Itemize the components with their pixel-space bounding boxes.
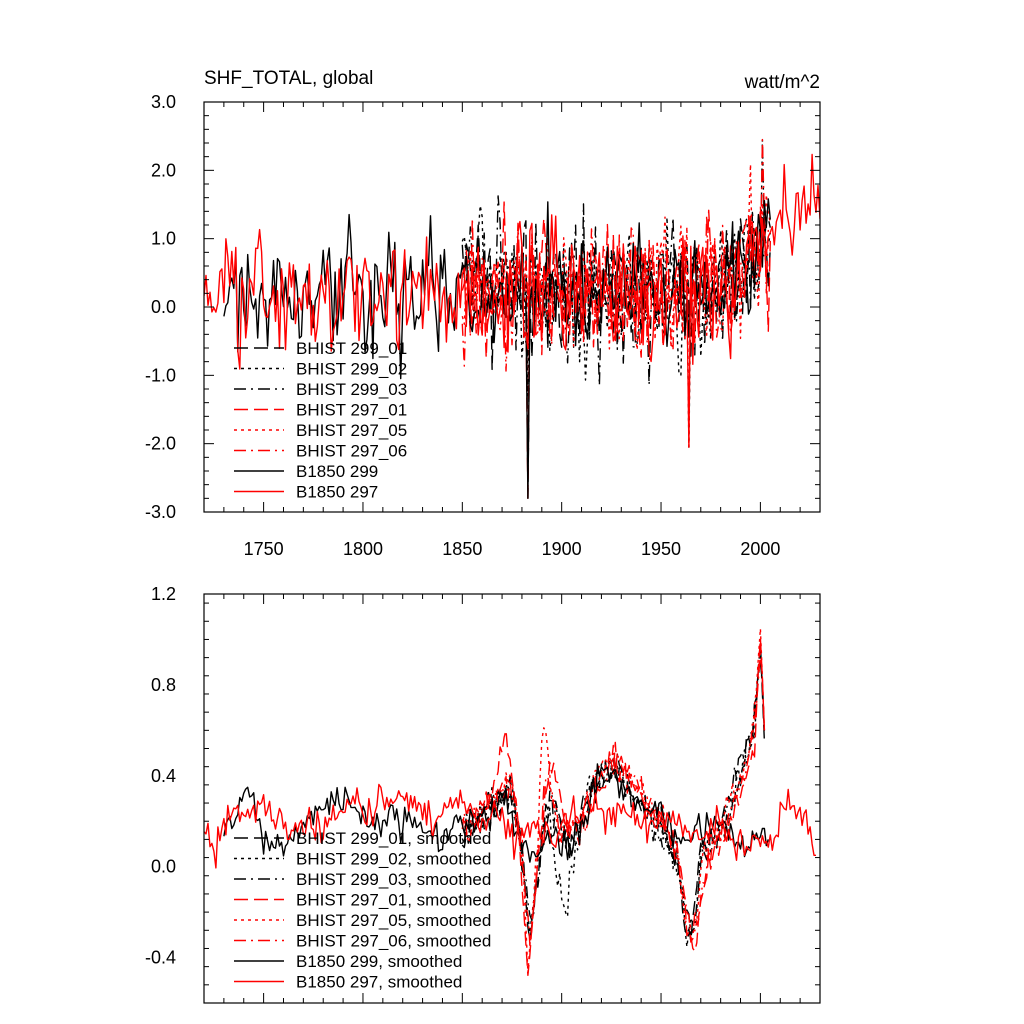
bottom-panel-axes: -0.4 0.0 0.4 0.8 1.2 bbox=[145, 584, 821, 1004]
top-panel-title: SHF_TOTAL, global bbox=[204, 68, 373, 89]
legend-label: B1850 297 bbox=[296, 483, 378, 502]
legend-entry: BHIST 297_06 bbox=[234, 442, 407, 461]
bottom-panel-series bbox=[204, 627, 816, 976]
y-tick-label: 0.0 bbox=[151, 297, 176, 317]
legend-entry: BHIST 299_02, smoothed bbox=[234, 850, 491, 869]
legend-label: B1850 297, smoothed bbox=[296, 973, 462, 992]
legend-entry: BHIST 297_05 bbox=[234, 421, 407, 440]
legend-label: BHIST 299_02, smoothed bbox=[296, 850, 491, 869]
legend-label: BHIST 299_01, smoothed bbox=[296, 829, 491, 848]
y-tick-label: 0.0 bbox=[151, 857, 176, 877]
legend-label: BHIST 297_05, smoothed bbox=[296, 911, 491, 930]
series-line-bhist-299-02 bbox=[461, 204, 771, 448]
legend-label: BHIST 299_01 bbox=[296, 339, 407, 358]
legend-label: BHIST 299_03 bbox=[296, 380, 407, 399]
legend-label: B1850 299 bbox=[296, 462, 378, 481]
series-line-bhist-297-05-smoothed bbox=[461, 627, 766, 974]
y-tick-label: 0.4 bbox=[151, 766, 176, 786]
legend-label: BHIST 297_06 bbox=[296, 442, 407, 461]
legend-entry: BHIST 299_03, smoothed bbox=[234, 870, 491, 889]
series-line-b1850-297 bbox=[204, 153, 820, 448]
x-tick-label: 1800 bbox=[343, 539, 383, 559]
plot-frame bbox=[203, 593, 821, 1004]
top-panel-axes: 1750 1800 1850 1900 1950 2000 -3.0 -2.0 -1.0 0.0 1… bbox=[145, 92, 821, 559]
y-tick-label: -3.0 bbox=[145, 502, 176, 522]
legend-entry: B1850 299 bbox=[234, 462, 378, 481]
y-tick-label: -1.0 bbox=[145, 365, 176, 385]
series-line-bhist-297-06-smoothed bbox=[461, 653, 766, 946]
top-panel-series bbox=[204, 138, 820, 499]
legend-entry: BHIST 297_05, smoothed bbox=[234, 911, 491, 930]
legend-entry: BHIST 297_01 bbox=[234, 401, 407, 420]
legend-entry: B1850 299, smoothed bbox=[234, 952, 462, 971]
y-tick-label: -2.0 bbox=[145, 434, 176, 454]
bottom-panel-legend: BHIST 299_01, smoothed BHIST 299_02, smoo… bbox=[234, 829, 491, 992]
series-line-b1850-299-smoothed bbox=[223, 763, 769, 863]
legend-label: B1850 299, smoothed bbox=[296, 952, 462, 971]
legend-entry: BHIST 299_02 bbox=[234, 360, 407, 379]
x-tick-label: 1950 bbox=[641, 539, 681, 559]
series-line-b1850-297-smoothed bbox=[204, 783, 816, 869]
y-tick-label: 0.8 bbox=[151, 675, 176, 695]
series-line-bhist-297-01-smoothed bbox=[461, 637, 766, 976]
y-tick-label: 3.0 bbox=[151, 92, 176, 112]
legend-label: BHIST 297_01, smoothed bbox=[296, 891, 491, 910]
bottom-panel: -0.40.00.40.81.2 BHIST 299_01, smoothedB… bbox=[145, 584, 821, 1004]
y-tick-label: 1.2 bbox=[151, 584, 176, 604]
legend-entry: B1850 297 bbox=[234, 483, 378, 502]
legend-entry: BHIST 299_03 bbox=[234, 380, 407, 399]
legend-entry: BHIST 297_01, smoothed bbox=[234, 891, 491, 910]
legend-label: BHIST 299_02 bbox=[296, 360, 407, 379]
x-tick-label: 2000 bbox=[740, 539, 780, 559]
legend-entry: BHIST 297_06, smoothed bbox=[234, 932, 491, 951]
y-tick-label: -0.4 bbox=[145, 948, 176, 968]
x-tick-label: 1750 bbox=[244, 539, 284, 559]
legend-label: BHIST 299_03, smoothed bbox=[296, 870, 491, 889]
legend-label: BHIST 297_05 bbox=[296, 421, 407, 440]
legend-label: BHIST 297_01 bbox=[296, 401, 407, 420]
legend-label: BHIST 297_06, smoothed bbox=[296, 932, 491, 951]
top-panel: 1750 1800 1850 1900 1950 2000 -3.0 -2.0 -1.0 0.0 1… bbox=[145, 68, 821, 559]
legend-entry: BHIST 299_01 bbox=[234, 339, 407, 358]
y-tick-label: 2.0 bbox=[151, 160, 176, 180]
legend-entry: BHIST 299_01, smoothed bbox=[234, 829, 491, 848]
x-tick-label: 1900 bbox=[542, 539, 582, 559]
y-tick-label: 1.0 bbox=[151, 229, 176, 249]
top-panel-units: watt/m^2 bbox=[744, 72, 820, 93]
x-tick-label: 1850 bbox=[442, 539, 482, 559]
legend-entry: B1850 297, smoothed bbox=[234, 973, 462, 992]
